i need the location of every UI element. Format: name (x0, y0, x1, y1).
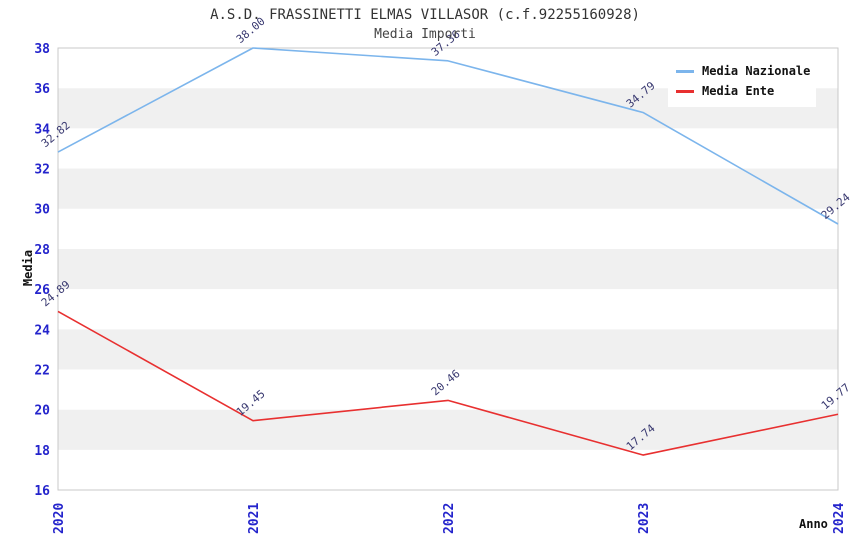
grid-band (58, 409, 838, 450)
x-tick-label: 2021 (247, 503, 262, 534)
grid-band (58, 369, 838, 410)
y-tick-label: 32 (34, 163, 50, 178)
x-tick-label: 2020 (52, 503, 67, 534)
y-tick-label: 18 (34, 444, 50, 459)
chart-subtitle: Media Importi (374, 27, 476, 42)
y-tick-label: 36 (34, 82, 50, 97)
y-tick-label: 28 (34, 243, 50, 258)
grid-band (58, 449, 838, 490)
y-tick-label: 20 (34, 404, 50, 419)
legend-item-media-ente: Media Ente (676, 81, 810, 101)
y-tick-label: 34 (34, 122, 50, 137)
y-tick-label: 16 (34, 484, 50, 499)
grid-band (58, 289, 838, 330)
y-tick-label: 30 (34, 203, 50, 218)
y-axis-title: Media (21, 249, 35, 287)
grid-band (58, 128, 838, 169)
legend-label: Media Ente (702, 84, 775, 98)
legend-item-media-nazionale: Media Nazionale (676, 61, 810, 81)
grid-band (58, 248, 838, 290)
chart-title: A.S.D. FRASSINETTI ELMAS VILLASOR (c.f.9… (210, 7, 640, 23)
y-tick-label: 38 (34, 42, 50, 57)
legend-swatch-icon (676, 69, 694, 73)
x-tick-label: 2024 (832, 503, 847, 534)
series-line-media-nazionale (57, 47, 839, 225)
y-tick-label: 26 (34, 283, 50, 298)
legend: Media Nazionale Media Ente (668, 55, 816, 107)
y-tick-label: 24 (34, 323, 50, 338)
grid-band (58, 208, 838, 249)
plot-border (57, 47, 839, 491)
x-axis-title: Anno (799, 517, 828, 531)
grid-band (58, 168, 838, 209)
x-tick-label: 2023 (637, 503, 652, 534)
x-tick-label: 2022 (442, 503, 457, 534)
y-tick-label: 22 (34, 363, 50, 378)
legend-swatch-icon (676, 89, 694, 93)
grid-band (58, 329, 838, 370)
series-line-media-ente (57, 310, 839, 456)
legend-label: Media Nazionale (702, 64, 811, 78)
